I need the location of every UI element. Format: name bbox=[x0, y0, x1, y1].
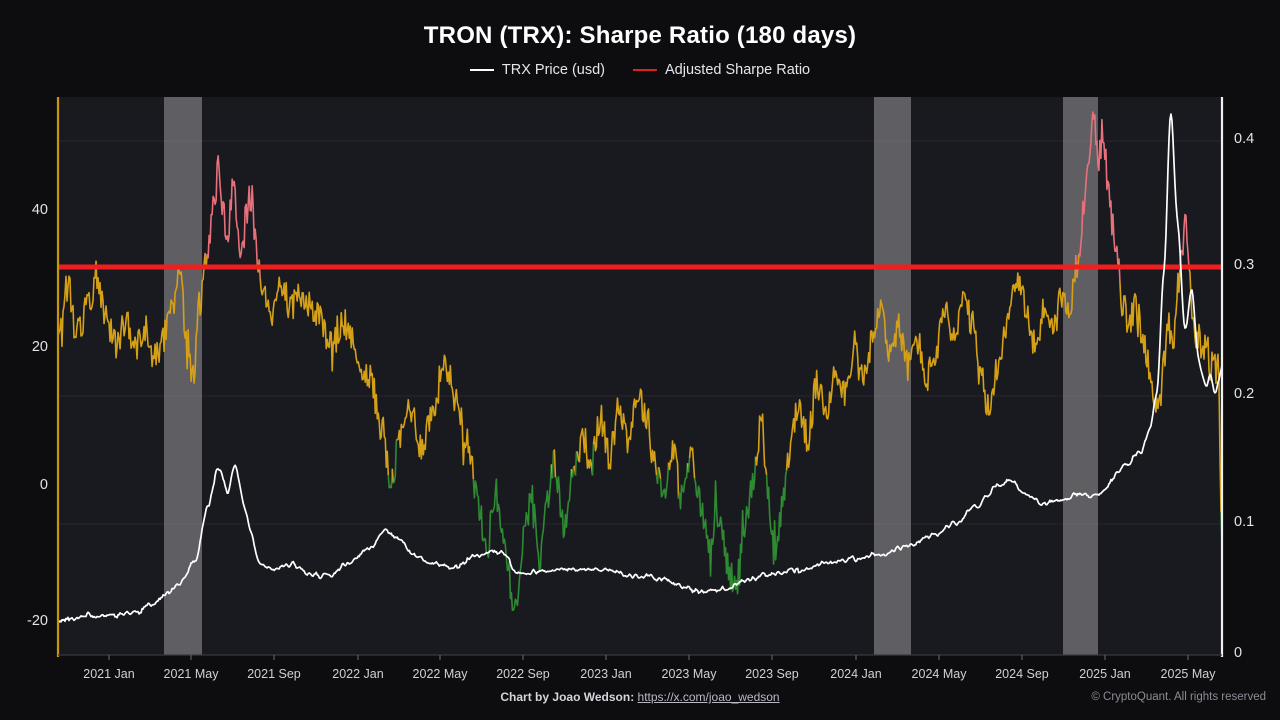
x-axis-tick-13: 2025 May bbox=[1160, 667, 1216, 681]
x-axis-tick-9: 2024 Jan bbox=[830, 667, 882, 681]
legend-label-sharpe: Adjusted Sharpe Ratio bbox=[665, 62, 811, 78]
y-axis-left-tick-3: 40 bbox=[31, 202, 48, 218]
legend-swatch-price-icon bbox=[469, 69, 494, 71]
x-axis-tick-6: 2023 Jan bbox=[580, 667, 632, 681]
x-axis-tick-11: 2024 Sep bbox=[995, 667, 1049, 681]
footer-byline: Chart by Joao Wedson: bbox=[500, 690, 635, 704]
legend-swatch-sharpe-icon bbox=[633, 69, 658, 71]
y-axis-right-tick-1: 0.1 bbox=[1234, 514, 1255, 530]
shaded-band-1 bbox=[874, 97, 911, 655]
footer-copyright: © CryptoQuant. All rights reserved bbox=[1091, 691, 1266, 703]
y-axis-right-tick-2: 0.2 bbox=[1234, 386, 1255, 402]
shaded-band-2 bbox=[1063, 97, 1098, 655]
chart-legend: TRX Price (usd) Adjusted Sharpe Ratio bbox=[0, 62, 1280, 78]
x-axis-tick-1: 2021 May bbox=[163, 667, 219, 681]
x-axis-tick-8: 2023 Sep bbox=[745, 667, 799, 681]
series-adjusted-sharpe-ratio bbox=[57, 111, 1223, 612]
y-axis-left-tick-1: 0 bbox=[39, 477, 48, 493]
y-axis-right-tick-0: 0 bbox=[1234, 645, 1243, 661]
x-axis-tick-10: 2024 May bbox=[911, 667, 967, 681]
x-axis-tick-4: 2022 May bbox=[412, 667, 468, 681]
x-axis-tick-12: 2025 Jan bbox=[1079, 667, 1131, 681]
x-axis-tick-5: 2022 Sep bbox=[496, 667, 550, 681]
legend-label-price: TRX Price (usd) bbox=[501, 62, 606, 78]
footer-credit: Chart by Joao Wedson: https://x.com/joao… bbox=[0, 690, 1280, 704]
x-axis-tick-7: 2023 May bbox=[661, 667, 717, 681]
y-axis-right-tick-4: 0.4 bbox=[1234, 131, 1255, 147]
x-axis-tick-2: 2021 Sep bbox=[247, 667, 301, 681]
footer-link[interactable]: https://x.com/joao_wedson bbox=[637, 690, 780, 704]
x-axis-tick-0: 2021 Jan bbox=[83, 667, 135, 681]
y-axis-left-tick-0: -20 bbox=[27, 613, 48, 629]
series-trx-price bbox=[57, 113, 1223, 623]
chart-title: TRON (TRX): Sharpe Ratio (180 days) bbox=[423, 22, 857, 49]
legend-entry-sharpe: Adjusted Sharpe Ratio bbox=[633, 62, 810, 78]
y-axis-left-tick-2: 20 bbox=[31, 339, 48, 355]
x-axis-tick-3: 2022 Jan bbox=[332, 667, 384, 681]
shaded-band-0 bbox=[164, 97, 202, 655]
y-axis-right-tick-3: 0.3 bbox=[1234, 257, 1255, 273]
legend-entry-price: TRX Price (usd) bbox=[469, 62, 606, 78]
